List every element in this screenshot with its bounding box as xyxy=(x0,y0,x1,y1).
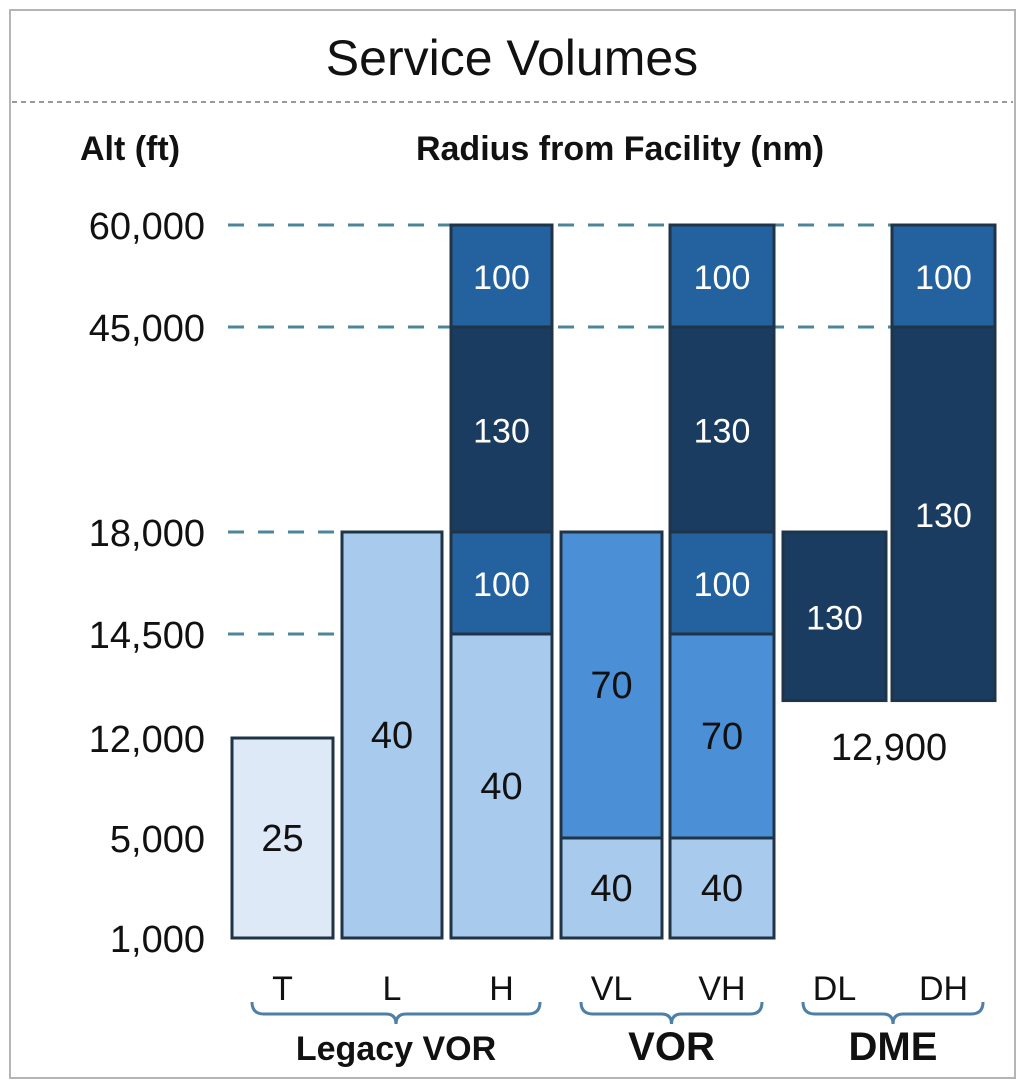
data-label: 40 xyxy=(590,868,632,910)
x-axis-label: Radius from Facility (nm) xyxy=(416,130,824,168)
bar-segment xyxy=(890,325,997,703)
bar-t: 25 xyxy=(230,736,335,940)
category-label: H xyxy=(489,970,514,1008)
category-label: T xyxy=(272,970,293,1008)
data-label: 130 xyxy=(694,413,751,451)
data-label: 70 xyxy=(701,716,743,758)
category-label: VH xyxy=(698,970,745,1008)
bar-segment xyxy=(668,325,776,534)
bar-segment xyxy=(230,736,335,940)
data-label: 40 xyxy=(371,715,413,757)
category-labels: T L H VL VH DL DH xyxy=(272,970,968,1008)
data-label: 100 xyxy=(473,566,530,604)
y-tick-label: 5,000 xyxy=(110,819,205,861)
y-tick-label: 18,000 xyxy=(89,513,205,555)
group-brace xyxy=(801,1001,985,1025)
bar-segment xyxy=(668,223,776,329)
group-brace xyxy=(579,1001,764,1025)
bar-vh: 40 70 100 130 100 xyxy=(668,223,776,940)
bar-segment xyxy=(449,325,554,534)
data-label: 40 xyxy=(701,868,743,910)
data-label: 100 xyxy=(694,566,751,604)
category-label: L xyxy=(383,970,402,1008)
group-brace xyxy=(250,1001,542,1025)
group-label: DME xyxy=(849,1025,938,1069)
data-label: 70 xyxy=(590,665,632,707)
bar-segment xyxy=(668,632,776,840)
data-label: 25 xyxy=(261,818,303,860)
bar-segment xyxy=(449,223,554,329)
reference-lines xyxy=(228,223,995,636)
y-tick-label: 14,500 xyxy=(89,615,205,657)
group-label: Legacy VOR xyxy=(296,1030,496,1068)
annotation-12900: 12,900 xyxy=(831,727,947,769)
bar-vl: 40 70 xyxy=(559,530,664,940)
bar-segment xyxy=(340,530,444,940)
y-tick-label: 45,000 xyxy=(89,308,205,350)
bar-segment xyxy=(781,530,888,703)
category-label: VL xyxy=(591,970,633,1008)
bar-dl: 130 xyxy=(781,530,888,703)
bar-segment xyxy=(668,530,776,636)
y-tick-label: 60,000 xyxy=(89,206,205,248)
data-label: 100 xyxy=(694,259,751,297)
group-label: VOR xyxy=(628,1025,715,1069)
bar-l: 40 xyxy=(340,530,444,940)
y-tick-labels: 1,000 5,000 12,000 14,500 18,000 45,000 60,000 xyxy=(89,206,205,961)
data-label: 100 xyxy=(915,259,972,297)
bars: 25 40 40 100 130 100 40 70 40 70 100 130 100 130 130 10… xyxy=(230,223,997,940)
bar-segment xyxy=(890,223,997,329)
category-label: DL xyxy=(813,970,856,1008)
bar-dh: 130 100 xyxy=(890,223,997,703)
chart-title: Service Volumes xyxy=(326,30,698,86)
group-labels: Legacy VOR VOR DME xyxy=(250,1001,985,1069)
data-label: 130 xyxy=(473,413,530,451)
bar-segment xyxy=(559,836,664,940)
data-label: 100 xyxy=(473,259,530,297)
category-label: DH xyxy=(919,970,968,1008)
data-label: 40 xyxy=(480,766,522,808)
y-tick-label: 12,000 xyxy=(89,719,205,761)
bar-h: 40 100 130 100 xyxy=(449,223,554,940)
bar-segment xyxy=(668,836,776,940)
data-label: 130 xyxy=(915,497,972,535)
y-axis-label: Alt (ft) xyxy=(80,130,180,168)
data-label: 130 xyxy=(806,599,863,637)
bar-segment xyxy=(449,632,554,940)
y-tick-label: 1,000 xyxy=(110,919,205,961)
bar-segment xyxy=(559,530,664,840)
